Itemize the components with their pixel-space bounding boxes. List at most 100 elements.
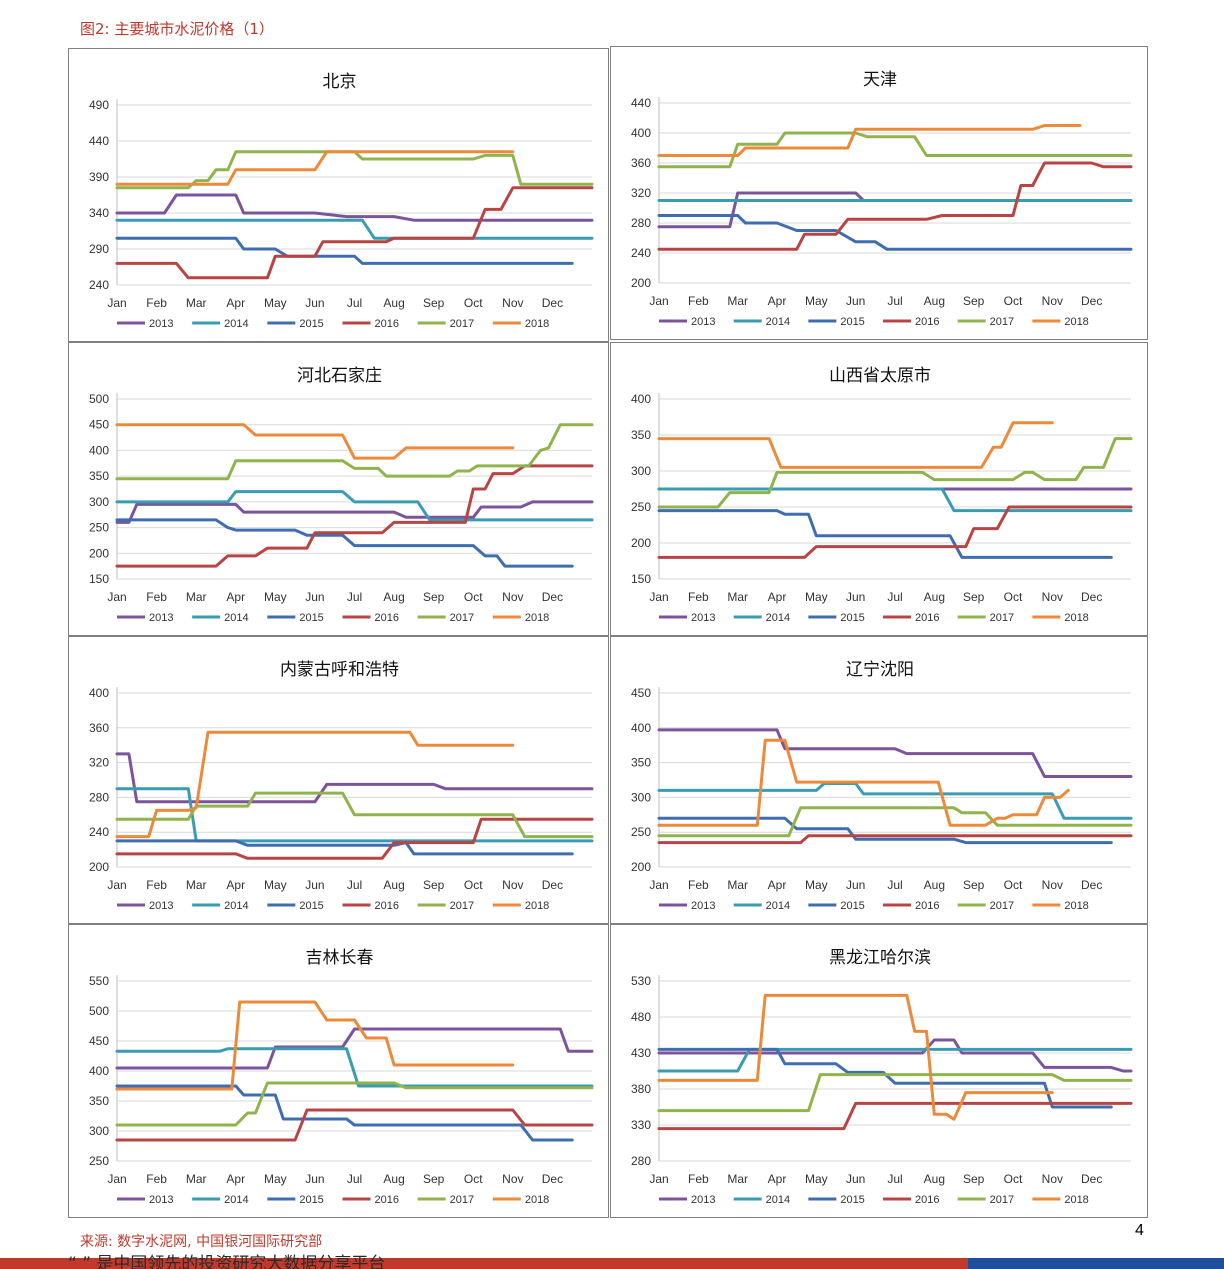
y-tick-label: 320 (89, 756, 109, 770)
chart-svg: 天津 200 240 280 320 360 400 440 Jan Feb Mar Apr May Ju… (631, 70, 1133, 328)
x-tick-label: Feb (688, 878, 709, 892)
x-tick-label: Dec (1081, 294, 1102, 308)
x-tick-label: May (805, 878, 828, 892)
x-tick-label: Dec (542, 1172, 563, 1186)
legend-label: 2017 (450, 1194, 474, 1206)
chart-title: 辽宁沈阳 (846, 660, 914, 680)
chart-svg: 北京 240 290 340 390 440 490 Jan Feb Mar Apr May Jun Ju… (89, 72, 594, 330)
y-tick-label: 290 (89, 242, 109, 256)
chart-panel-beijing: 北京 240 290 340 390 440 490 Jan Feb Mar Apr May Jun Ju… (68, 48, 609, 342)
x-tick-label: Oct (464, 590, 483, 604)
legend-label: 2016 (375, 900, 399, 912)
x-tick-label: Apr (768, 590, 787, 604)
series-line-2017 (657, 1073, 1133, 1113)
legend-label: 2016 (915, 612, 939, 624)
series-line-2016 (657, 834, 1133, 845)
series-line-2016 (657, 161, 1133, 251)
x-tick-label: Feb (146, 590, 167, 604)
series-line-2018 (657, 124, 1082, 157)
x-tick-label: Nov (1042, 1172, 1063, 1186)
x-tick-label: Mar (186, 1172, 207, 1186)
legend-label: 2013 (691, 900, 715, 912)
x-tick-label: Jan (107, 878, 126, 892)
source-note: 来源: 数字水泥网, 中国银河国际研究部 (80, 1234, 323, 1250)
x-tick-label: Nov (1042, 590, 1063, 604)
series-line-2014 (115, 490, 594, 522)
x-tick-label: May (805, 1172, 828, 1186)
series-line-2017 (115, 423, 594, 481)
y-tick-label: 280 (631, 1154, 651, 1168)
x-tick-label: Jan (107, 1172, 126, 1186)
series-line-2015 (115, 518, 574, 568)
x-tick-label: Mar (186, 590, 207, 604)
series-line-2017 (657, 437, 1133, 509)
legend-label: 2017 (990, 316, 1014, 328)
x-tick-label: Sep (963, 878, 985, 892)
x-tick-label: Jun (846, 878, 865, 892)
x-tick-label: Mar (727, 294, 748, 308)
y-tick-label: 350 (89, 469, 109, 483)
legend-label: 2014 (224, 612, 248, 624)
series-line-2015 (657, 1047, 1113, 1109)
x-tick-label: Nov (1042, 878, 1063, 892)
legend-label: 2015 (299, 318, 323, 330)
legend-label: 2014 (224, 318, 248, 330)
x-tick-label: Sep (423, 590, 445, 604)
y-tick-label: 400 (631, 721, 651, 735)
x-tick-label: Jul (347, 296, 362, 310)
legend-label: 2018 (1064, 612, 1088, 624)
series-line-2016 (115, 817, 594, 860)
y-tick-label: 400 (631, 126, 651, 140)
y-tick-label: 330 (631, 1118, 651, 1132)
y-tick-label: 440 (631, 96, 651, 110)
series-line-2014 (657, 487, 1133, 513)
x-tick-label: May (805, 294, 828, 308)
x-tick-label: Sep (963, 294, 985, 308)
x-tick-label: Jan (649, 294, 668, 308)
series-line-2013 (115, 193, 594, 222)
series-line-2016 (115, 1108, 594, 1142)
y-tick-label: 200 (631, 860, 651, 874)
series-line-2017 (657, 806, 1133, 838)
x-tick-label: Apr (226, 1172, 245, 1186)
x-tick-label: Oct (464, 878, 483, 892)
y-tick-label: 250 (89, 521, 109, 535)
x-tick-label: Sep (963, 1172, 985, 1186)
y-tick-label: 480 (631, 1010, 651, 1024)
series-line-2015 (115, 236, 574, 265)
x-tick-label: Dec (542, 590, 563, 604)
legend-label: 2015 (840, 900, 864, 912)
legend-label: 2014 (224, 1194, 248, 1206)
x-tick-label: Jun (846, 590, 865, 604)
y-tick-label: 350 (631, 756, 651, 770)
series-line-2013 (657, 191, 1133, 229)
series-line-2014 (115, 218, 594, 240)
x-tick-label: Aug (383, 296, 404, 310)
y-tick-label: 240 (89, 825, 109, 839)
x-tick-label: Mar (727, 1172, 748, 1186)
footer-bar-red (0, 1258, 968, 1269)
y-tick-label: 300 (89, 1124, 109, 1138)
y-tick-label: 360 (89, 721, 109, 735)
series-line-2017 (115, 150, 594, 190)
legend-label: 2018 (1064, 1194, 1088, 1206)
legend-label: 2015 (299, 1194, 323, 1206)
x-tick-label: Jul (887, 294, 902, 308)
series-line-2013 (657, 728, 1133, 778)
y-tick-label: 300 (631, 464, 651, 478)
x-tick-label: Aug (924, 294, 945, 308)
y-tick-label: 250 (631, 500, 651, 514)
legend-label: 2013 (149, 318, 173, 330)
series-line-2016 (657, 505, 1133, 559)
x-tick-label: Nov (502, 1172, 523, 1186)
footer-bar-blue (968, 1258, 1224, 1269)
legend-label: 2015 (840, 316, 864, 328)
legend-label: 2017 (450, 900, 474, 912)
y-tick-label: 360 (631, 156, 651, 170)
x-tick-label: Jun (305, 878, 324, 892)
series-line-2018 (115, 730, 515, 839)
y-tick-label: 450 (89, 1034, 109, 1048)
x-tick-label: Jun (846, 1172, 865, 1186)
x-tick-label: Apr (768, 878, 787, 892)
x-tick-label: Jul (347, 1172, 362, 1186)
